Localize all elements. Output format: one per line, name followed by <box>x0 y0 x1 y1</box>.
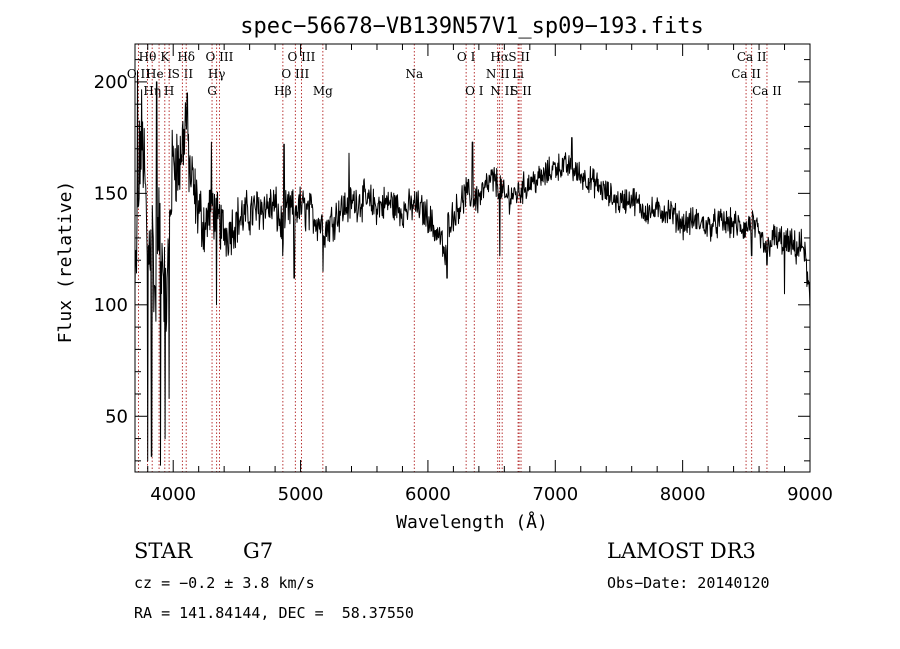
survey-label: LAMOST DR3 <box>607 539 756 563</box>
line-marker-label: N II <box>486 67 510 81</box>
object-subclass: G7 <box>243 539 274 563</box>
x-tick-label: 8000 <box>660 484 706 505</box>
line-marker-label: Hη <box>143 84 161 98</box>
line-marker-label: Na <box>405 67 423 81</box>
line-marker-label: O III <box>288 50 316 64</box>
y-tick-label: 50 <box>105 406 128 427</box>
redshift-text: cz = −0.2 ± 3.8 km/s <box>134 574 315 592</box>
line-markers: O II Hθ Hη He I K H S II Hδ G Hγ O III Hβ O III O III… <box>127 44 782 472</box>
x-axis-label: Wavelength (Å) <box>396 511 548 533</box>
object-class: STAR <box>134 539 193 563</box>
line-marker-label: Ca II <box>731 67 761 81</box>
line-marker-label: Mg <box>313 84 333 98</box>
plot-frame <box>134 43 811 473</box>
line-marker-label: O III <box>281 67 309 81</box>
line-marker-label: Hθ <box>139 50 157 64</box>
line-marker-label: O I <box>457 50 476 64</box>
obs-date-text: Obs−Date: 20140120 <box>607 574 770 592</box>
line-marker-label: O III <box>206 50 234 64</box>
line-marker-label: H <box>164 84 174 98</box>
line-marker-label: O II <box>127 67 150 81</box>
x-tick-label: 7000 <box>532 484 578 505</box>
line-marker-label: Hγ <box>208 67 226 81</box>
axis-ticks: 4000 5000 6000 7000 8000 9000 50 100 150 200 <box>94 44 833 505</box>
x-tick-label: 4000 <box>150 484 196 505</box>
line-marker-label: He I <box>146 67 172 81</box>
x-tick-label: 5000 <box>278 484 324 505</box>
x-tick-label: 6000 <box>405 484 451 505</box>
line-marker-label: K <box>160 50 170 64</box>
line-marker-label: Hα <box>490 50 509 64</box>
line-marker-label: Li <box>512 67 524 81</box>
line-marker-label: S II <box>172 67 194 81</box>
line-marker-label: G <box>207 84 217 98</box>
y-tick-label: 200 <box>94 72 128 93</box>
x-tick-label: 9000 <box>787 484 833 505</box>
y-tick-label: 100 <box>94 295 128 316</box>
line-marker-label: Hδ <box>177 50 195 64</box>
line-marker-label: Ca II <box>752 84 782 98</box>
spectrum-line <box>134 70 811 466</box>
line-marker-label: Hβ <box>274 84 291 98</box>
line-marker-label: Ca II <box>737 50 767 64</box>
line-marker-label: S II <box>510 84 532 98</box>
chart-title: spec−56678−VB139N57V1_sp09−193.fits <box>240 14 704 39</box>
y-axis-label: Flux (relative) <box>55 181 76 344</box>
y-tick-label: 150 <box>94 183 128 204</box>
line-marker-label: O I <box>465 84 484 98</box>
line-marker-label: S II <box>508 50 530 64</box>
radec-text: RA = 141.84144, DEC = 58.37550 <box>134 604 414 622</box>
line-marker-label: N II <box>490 84 514 98</box>
